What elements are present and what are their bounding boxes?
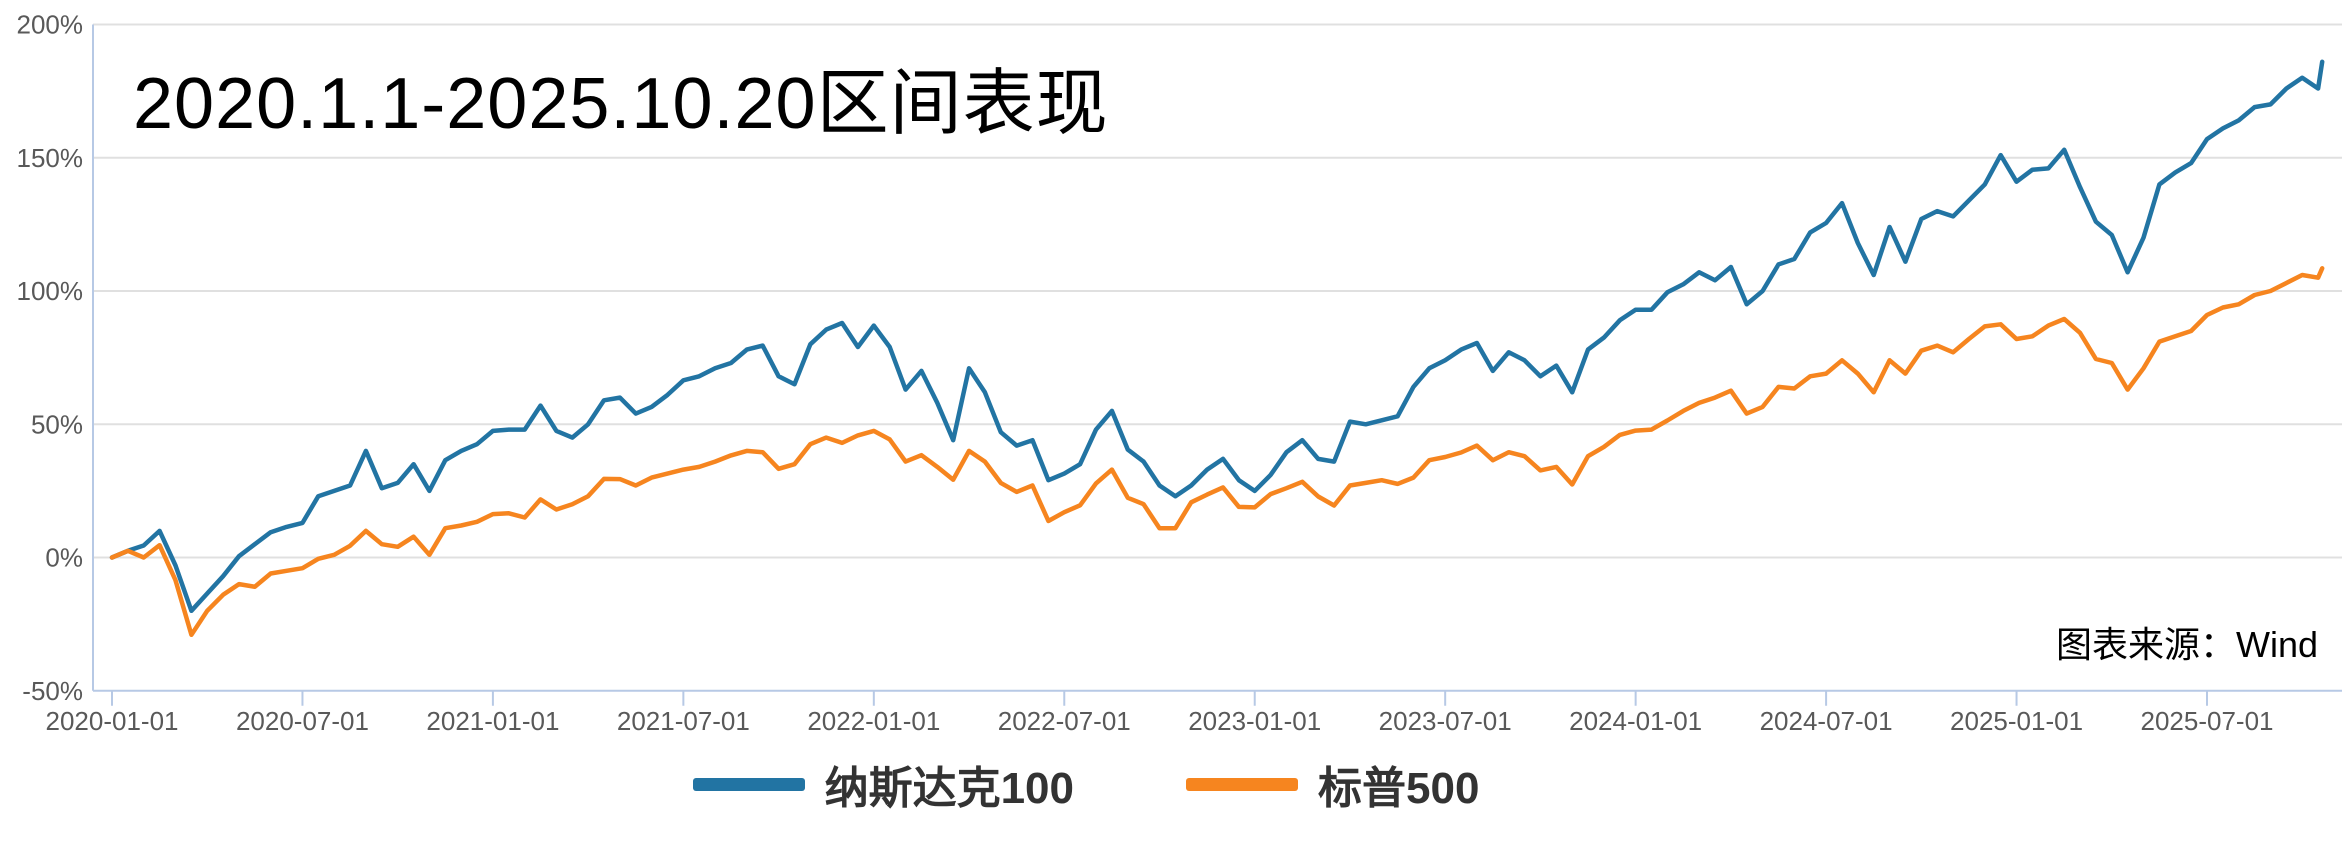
nasdaq100-line-swatch <box>692 777 805 791</box>
y-tick-label: -50% <box>22 676 83 706</box>
y-tick-label: 50% <box>31 409 83 439</box>
legend-label-sp500: 标普500 <box>1318 764 1480 813</box>
x-tick-label: 2024-07-01 <box>1760 706 1893 736</box>
x-tick-label: 2020-01-01 <box>46 706 179 736</box>
series-line-nasdaq100 <box>109 59 2325 614</box>
source-note: 图表来源：Wind <box>2055 624 2318 665</box>
x-tick-label: 2021-07-01 <box>617 706 750 736</box>
legend-label-nasdaq100: 纳斯达克100 <box>824 764 1074 813</box>
sp500-line-swatch <box>1186 777 1298 791</box>
legend: 纳斯达克100 标普500 <box>0 752 2257 816</box>
y-tick-label: 100% <box>17 276 84 306</box>
x-tick-label: 2021-01-01 <box>426 706 559 736</box>
y-tick-label: 0% <box>45 543 83 573</box>
x-tick-label: 2020-07-01 <box>236 706 369 736</box>
series-line-sp500 <box>109 266 2325 638</box>
y-tick-label: 150% <box>17 143 84 173</box>
legend-item-sp500: 标普500 <box>1186 752 1479 816</box>
x-tick-label: 2023-01-01 <box>1188 706 1321 736</box>
x-tick-label: 2022-01-01 <box>807 706 940 736</box>
y-tick-label: 200% <box>17 10 84 40</box>
x-tick-label: 2023-07-01 <box>1379 706 1512 736</box>
legend-item-nasdaq100: 纳斯达克100 <box>692 752 1074 816</box>
x-tick-label: 2025-07-01 <box>2141 706 2274 736</box>
chart-title: 2020.1.1-2025.10.20区间表现 <box>133 64 1109 144</box>
x-tick-label: 2022-07-01 <box>998 706 1131 736</box>
x-tick-label: 2025-01-01 <box>1950 706 2083 736</box>
x-tick-label: 2024-01-01 <box>1569 706 1702 736</box>
